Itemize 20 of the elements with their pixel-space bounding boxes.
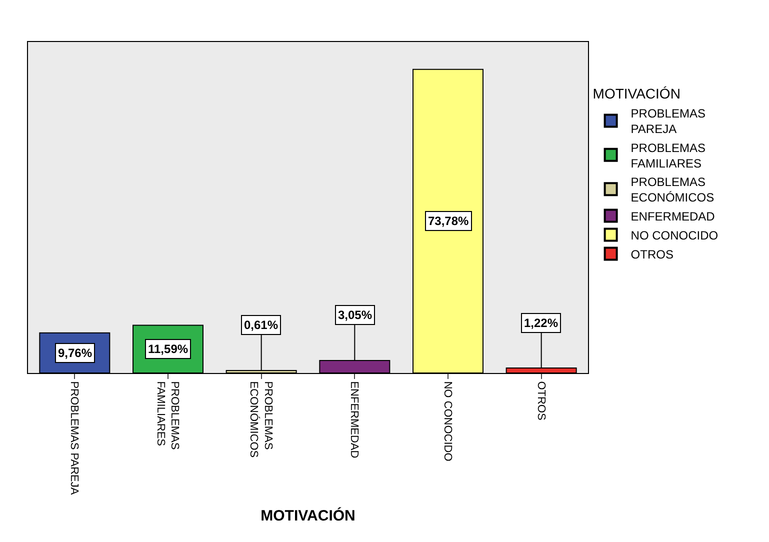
x-axis-title: MOTIVACIÓN bbox=[260, 506, 356, 524]
legend-label: OTROS bbox=[630, 247, 674, 262]
legend-label: PROBLEMAS ECONÓMICOS bbox=[630, 174, 714, 205]
x-tick-label: OTROS bbox=[534, 381, 547, 420]
x-tick-label: PROBLEMAS ECONÓMICOS bbox=[248, 381, 274, 458]
legend-label: PROBLEMAS PAREJA bbox=[630, 106, 706, 136]
data-label: 11,59% bbox=[148, 342, 188, 356]
x-tick-label: NO CONOCIDO bbox=[441, 381, 454, 462]
x-tick-label: PROBLEMAS FAMILIARES bbox=[154, 381, 181, 450]
legend-label: ENFERMEDAD bbox=[630, 209, 716, 224]
x-tick-label: PROBLEMAS PAREJA bbox=[68, 381, 80, 496]
data-label: 3,05% bbox=[338, 308, 372, 322]
data-label: 9,76% bbox=[58, 346, 92, 360]
legend-label: PROBLEMAS FAMILIARES bbox=[630, 140, 706, 170]
legend-label: NO CONOCIDO bbox=[630, 228, 718, 242]
x-tick-label: ENFERMEDAD bbox=[348, 381, 360, 458]
legend-title: MOTIVACIÓN bbox=[592, 86, 680, 102]
data-label: 1,22% bbox=[524, 316, 558, 330]
data-label: 73,78% bbox=[428, 214, 470, 228]
data-label: 0,61% bbox=[244, 318, 278, 332]
